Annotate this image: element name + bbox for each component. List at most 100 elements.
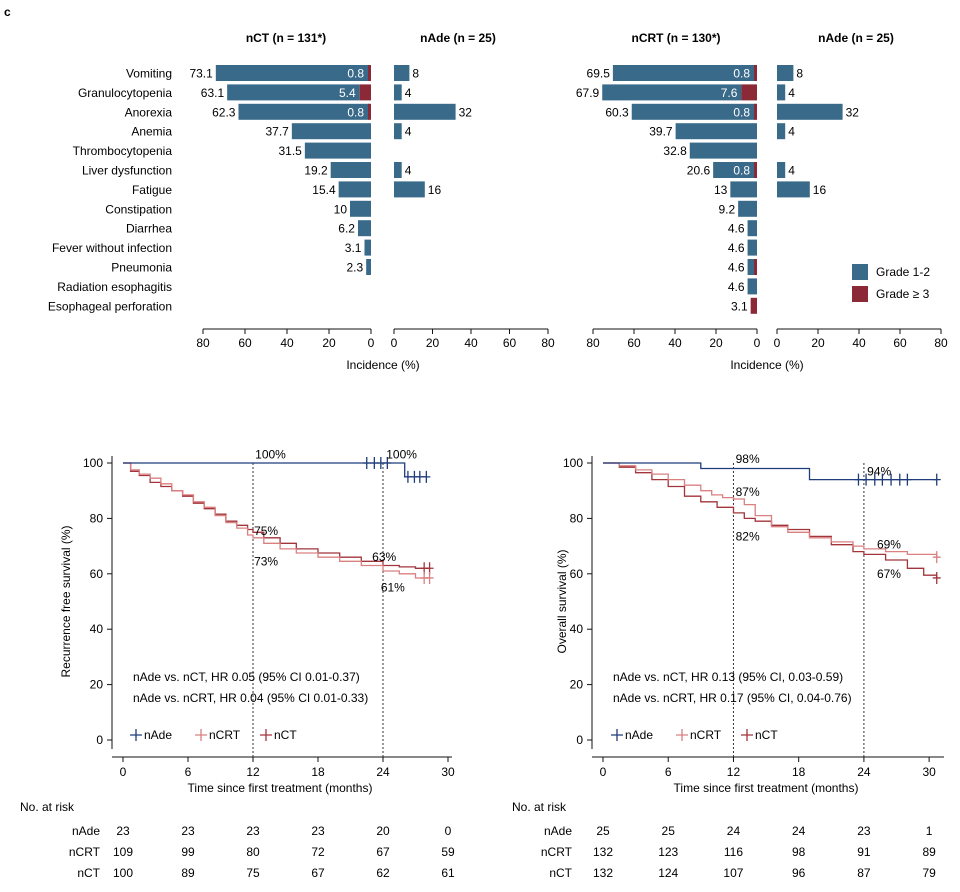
category-label: Radiation esophagitis: [57, 280, 172, 294]
x-axis-label: Incidence (%): [346, 358, 419, 372]
risk-value: 23: [311, 824, 325, 838]
category-label: Esophageal perforation: [48, 299, 172, 313]
bar-grade-1-2: [777, 162, 786, 178]
x-tick-label: 20: [322, 336, 336, 350]
y-tick-label: 60: [90, 567, 104, 581]
x-tick-label: 20: [426, 336, 440, 350]
category-label: Anorexia: [125, 105, 173, 119]
x-axis-label: Time since first treatment (months): [188, 781, 373, 795]
survival-annotation: 98%: [736, 452, 760, 466]
censor-mark-nAde: [383, 457, 392, 469]
subpanel-title: nCRT (n = 130*): [631, 31, 720, 45]
risk-value: 23: [116, 824, 130, 838]
risk-row-name: nAde: [544, 824, 572, 838]
x-tick-label: 60: [627, 336, 641, 350]
y-tick-label: 40: [570, 622, 584, 636]
hazard-ratio-text: nAde vs. nCT, HR 0.13 (95% CI, 0.03-0.59…: [613, 670, 843, 684]
x-tick-label: 18: [792, 765, 806, 779]
y-tick-label: 100: [83, 456, 103, 470]
risk-value: 20: [376, 824, 390, 838]
risk-table-title: No. at risk: [512, 800, 567, 814]
survival-annotation: 67%: [877, 567, 901, 581]
risk-table-title: No. at risk: [20, 800, 75, 814]
risk-value: 67: [311, 866, 325, 880]
bar-value-label: 4.6: [728, 222, 745, 236]
bar-grade-1-2: [730, 181, 757, 198]
censor-mark-nCRT: [425, 571, 434, 584]
survival-annotation: 75%: [254, 524, 278, 538]
risk-value: 23: [857, 824, 871, 838]
x-tick-label: 60: [893, 336, 907, 350]
survival-annotation: 69%: [877, 538, 901, 552]
category-label: Thrombocytopenia: [73, 144, 173, 158]
survival-annotation: 63%: [372, 550, 396, 564]
x-tick-label: 0: [120, 765, 127, 779]
bar-grade-1-2: [330, 162, 371, 178]
censor-mark-nAde: [854, 473, 863, 486]
x-tick-label: 40: [464, 336, 478, 350]
x-tick-label: 6: [665, 765, 672, 779]
bar-value-label: 2.3: [346, 261, 363, 275]
x-tick-label: 60: [503, 336, 517, 350]
x-tick-label: 12: [246, 765, 260, 779]
risk-value: 132: [593, 866, 613, 880]
survival-curve-nCRT: [603, 462, 938, 558]
risk-value: 59: [441, 845, 455, 859]
x-axis-label: Time since first treatment (months): [674, 781, 859, 795]
x-tick-label: 40: [852, 336, 866, 350]
legend-label: Grade ≥ 3: [876, 287, 930, 301]
bar-grade-3: [754, 162, 757, 178]
bar-value-label: 37.7: [265, 125, 289, 139]
bar-grade-3: [359, 84, 371, 101]
bar-value-label: 32: [459, 105, 473, 119]
subpanel-title: nAde (n = 25): [818, 31, 894, 45]
bar-grade-1-2: [777, 181, 810, 198]
legend-label: Grade 1-2: [876, 265, 930, 279]
bar-grade-1-2: [366, 259, 371, 275]
bar-grade-1-2: [747, 220, 757, 237]
risk-value: 72: [311, 845, 325, 859]
bar-grade-1-2: [394, 103, 456, 120]
panel-label-c: c: [4, 5, 11, 19]
y-tick-label: 80: [570, 511, 584, 525]
x-tick-label: 30: [441, 765, 455, 779]
bar-grade-1-2: [675, 123, 757, 140]
panel-d-recurrence-free-survival: 0 20 40 60 80 100 0 6 12 18 24 30 Time since first t…: [20, 448, 455, 880]
x-tick-label: 0: [754, 336, 761, 350]
x-tick-label: 80: [586, 336, 600, 350]
x-tick-label: 24: [857, 765, 871, 779]
bar-grade-3: [368, 103, 371, 120]
bar-value-label: 6.2: [338, 222, 355, 236]
bar-value-label: 32: [846, 105, 860, 119]
panel-e-overall-survival: 0 20 40 60 80 100 0 6 12 18 24 30 Time since first t…: [512, 452, 944, 880]
bar-grade-3: [754, 65, 757, 81]
bar-value-label: 73.1: [189, 67, 213, 81]
bar-value-label: 4.6: [728, 261, 745, 275]
bar-grade-1-2: [364, 239, 371, 256]
bar-grade-1-2: [777, 65, 794, 81]
bar-value-label: 63.1: [201, 86, 225, 100]
risk-value: 67: [376, 845, 390, 859]
censor-mark-nAde: [870, 473, 879, 486]
category-label: Diarrhea: [126, 222, 172, 236]
survival-curve-nAde: [603, 462, 937, 481]
hazard-ratio-text: nAde vs. nCT, HR 0.05 (95% CI 0.01-0.37): [133, 670, 360, 684]
bar-value-label: 39.7: [649, 125, 673, 139]
risk-value: 61: [441, 866, 455, 880]
risk-row-name: nCRT: [541, 845, 573, 859]
risk-value: 75: [246, 866, 260, 880]
bar-value-label: 13: [714, 183, 728, 197]
risk-value: 23: [246, 824, 260, 838]
legend-marker-nCRT: [676, 729, 688, 741]
censor-mark-nAde: [878, 473, 887, 486]
bar-grade-1-2: [215, 65, 370, 81]
bar-grade-1-2: [304, 142, 371, 159]
x-tick-label: 0: [774, 336, 781, 350]
risk-value: 0: [445, 824, 452, 838]
x-tick-label: 0: [600, 765, 607, 779]
bar-grade-1-2: [612, 65, 756, 81]
risk-value: 80: [246, 845, 260, 859]
risk-value: 124: [658, 866, 678, 880]
bar-grade-1-2: [777, 103, 843, 120]
survival-annotation: 94%: [867, 464, 891, 478]
